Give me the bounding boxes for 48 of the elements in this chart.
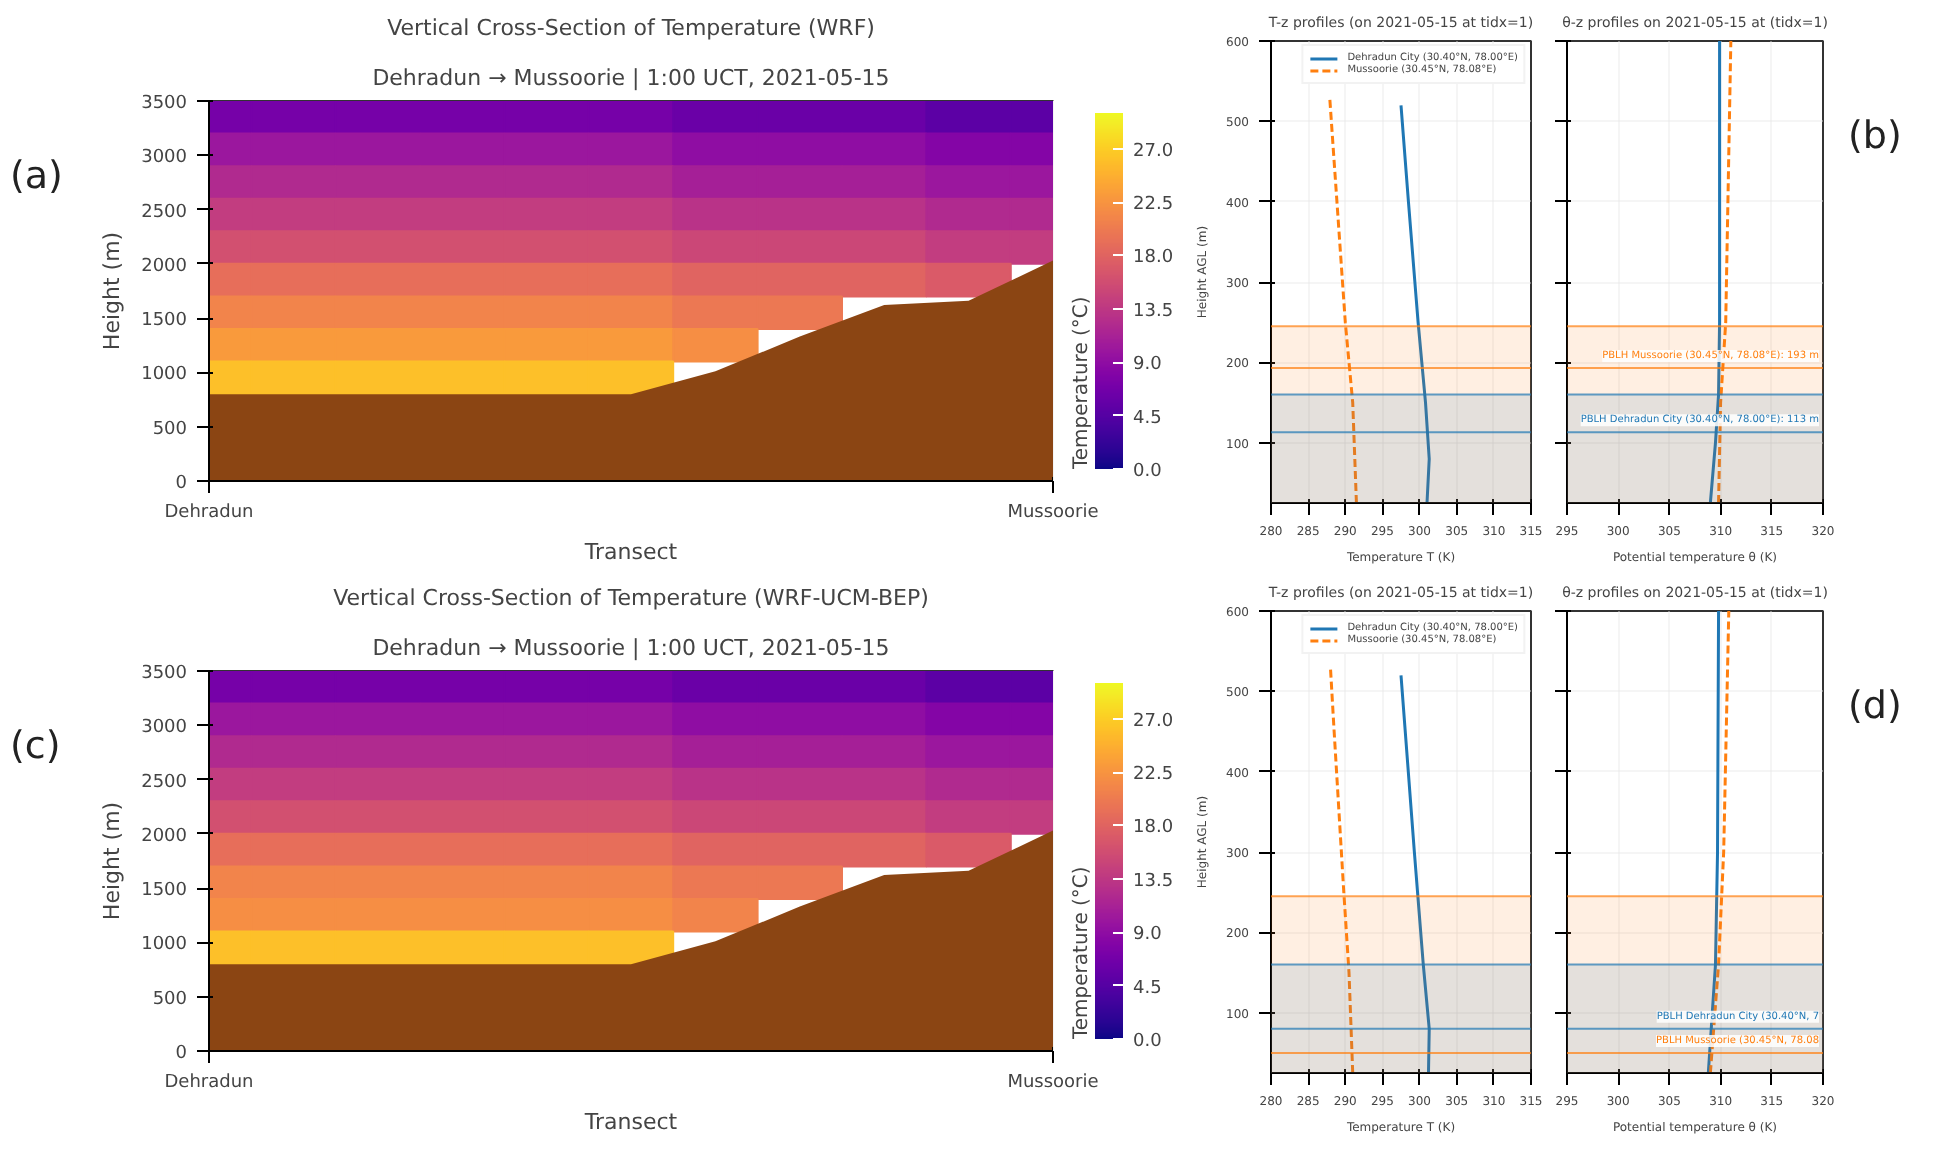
color-bar-label: 18.0 xyxy=(1133,248,1174,269)
color-bar-label: 13.5 xyxy=(1133,301,1174,322)
color-bar-label: 9.0 xyxy=(1133,925,1163,946)
y-tick-label: 1000 xyxy=(141,365,188,386)
chart-subtitle: Dehradun → Mussoorie | 1:00 UCT, 2021-05-15 xyxy=(372,65,890,91)
y-axis-title: Height (m) xyxy=(99,801,126,921)
color-bar-label: 9.0 xyxy=(1133,355,1163,376)
y-tick-label: 0 xyxy=(175,474,188,494)
color-bar-label: 4.5 xyxy=(1133,408,1162,429)
color-bar-label: 18.0 xyxy=(1133,818,1174,839)
text: (d) xyxy=(1848,682,1902,732)
y-tick-label: 3000 xyxy=(141,148,188,169)
y-tick-label: 500 xyxy=(152,419,188,440)
chart-title: Vertical Cross-Section of Temperature (WRF-UCM-BEP) xyxy=(333,585,929,611)
text: (a) xyxy=(10,152,63,202)
x-axis-title: Transect xyxy=(582,539,679,565)
color-bar-label: 0.0 xyxy=(1133,462,1163,482)
color-bar-title: Temperature (°C) xyxy=(1071,866,1093,1041)
text: (b) xyxy=(1848,112,1902,162)
x-tick-label: Dehradun xyxy=(164,1073,254,1093)
x-tick-label: Mussoorie xyxy=(1007,503,1100,523)
color-bar-label: 4.5 xyxy=(1133,978,1162,999)
y-tick-label: 500 xyxy=(152,989,188,1010)
text: (c) xyxy=(10,722,61,772)
color-bar-label: 22.5 xyxy=(1133,765,1174,785)
x-axis-title: Transect xyxy=(582,1109,679,1135)
y-tick-label: 1000 xyxy=(141,935,188,956)
color-bar-label: 27.0 xyxy=(1133,141,1174,162)
color-bar-label: 27.0 xyxy=(1133,711,1174,732)
y-axis-title: Height (m) xyxy=(99,231,126,351)
y-tick-label: 2000 xyxy=(141,256,188,277)
y-tick-label: 2500 xyxy=(141,772,188,793)
x-tick-label: Mussoorie xyxy=(1007,1073,1100,1093)
color-bar-label: 0.0 xyxy=(1133,1032,1163,1052)
y-tick-label: 3500 xyxy=(141,664,188,684)
color-bar-label: 13.5 xyxy=(1133,871,1174,892)
y-tick-label: 1500 xyxy=(141,881,188,902)
chart-title: Vertical Cross-Section of Temperature (WRF) xyxy=(387,15,875,41)
color-bar-label: 22.5 xyxy=(1133,195,1174,215)
chart-subtitle: Dehradun → Mussoorie | 1:00 UCT, 2021-05-15 xyxy=(372,635,890,661)
color-bar-title: Temperature (°C) xyxy=(1071,296,1093,471)
y-tick-label: 2000 xyxy=(141,826,188,847)
x-tick-label: Dehradun xyxy=(164,503,254,523)
y-tick-label: 3000 xyxy=(141,718,188,739)
y-tick-label: 1500 xyxy=(141,311,188,332)
y-tick-label: 3500 xyxy=(141,94,188,114)
y-tick-label: 0 xyxy=(175,1044,188,1064)
y-tick-label: 2500 xyxy=(141,202,188,223)
